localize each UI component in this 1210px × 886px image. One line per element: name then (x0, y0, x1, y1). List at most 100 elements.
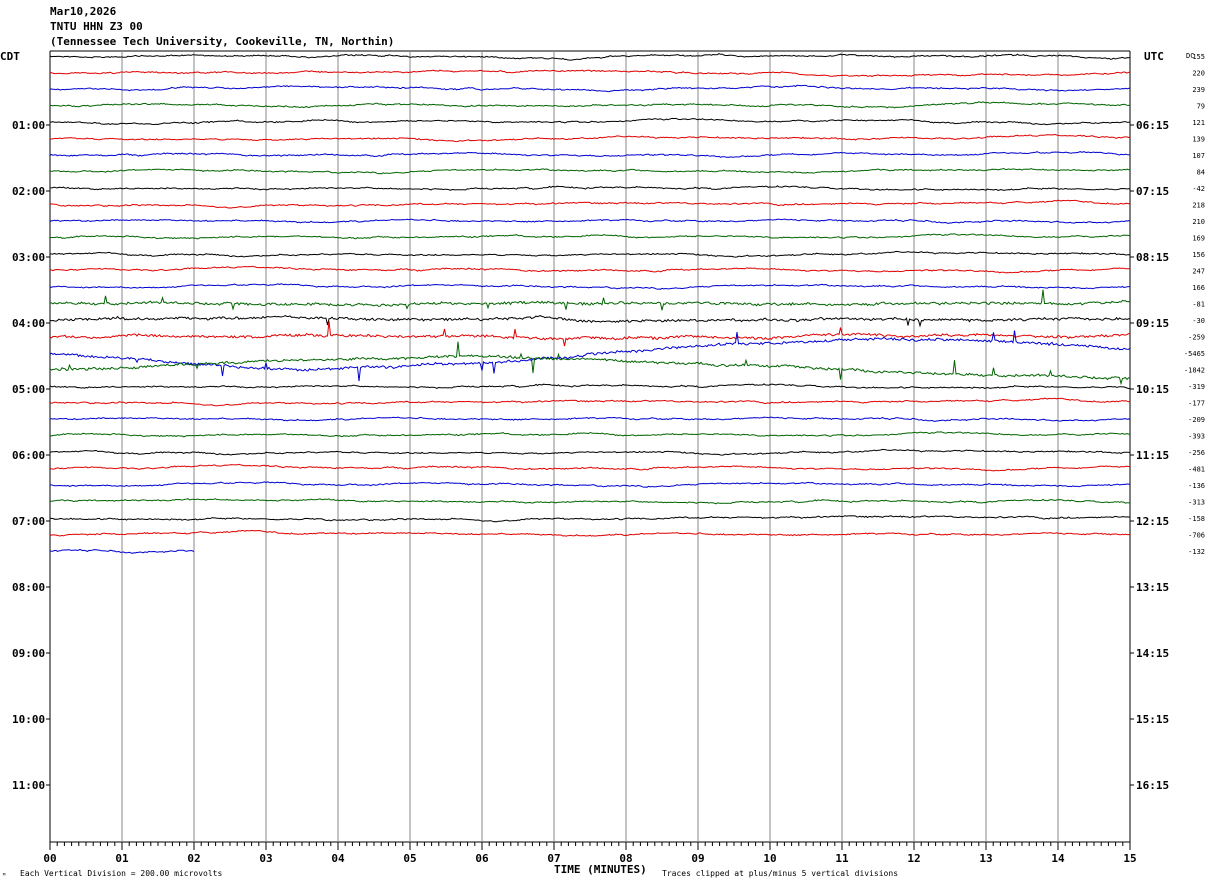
seismic-trace (49, 199, 1131, 209)
seismic-trace (49, 233, 1130, 240)
right-axis-title: UTC (1144, 50, 1164, 63)
dc-offset-label: -30 (1192, 317, 1205, 325)
seismic-trace (49, 515, 1131, 523)
header-date: Mar10,2026 (50, 5, 117, 18)
dc-offset-label: -706 (1188, 532, 1205, 540)
seismic-trace (49, 69, 1131, 78)
seismic-trace (49, 289, 1131, 311)
right-time-label: 13:15 (1136, 581, 1169, 594)
x-tick-label: 09 (691, 852, 704, 865)
right-time-label: 07:15 (1136, 185, 1169, 198)
left-time-label: 07:00 (12, 515, 45, 528)
seismic-trace (49, 101, 1131, 109)
seismic-trace (49, 151, 1131, 158)
right-time-label: 15:15 (1136, 713, 1169, 726)
left-axis-title: CDT (0, 50, 20, 63)
seismic-trace (49, 265, 1131, 274)
seismic-trace (49, 431, 1131, 438)
dc-offset-label: 169 (1192, 235, 1205, 243)
seismic-trace (49, 498, 1131, 505)
left-time-label: 04:00 (12, 317, 45, 330)
dc-offset-label: 239 (1192, 86, 1205, 94)
seismic-trace (49, 341, 1131, 386)
header-location: (Tennessee Tech University, Cookeville, … (50, 35, 395, 48)
x-tick-label: 15 (1123, 852, 1136, 865)
right-time-label: 16:15 (1136, 779, 1169, 792)
seismic-trace (49, 84, 1131, 93)
left-time-label: 06:00 (12, 449, 45, 462)
x-tick-label: 05 (403, 852, 416, 865)
left-time-label: 02:00 (12, 185, 45, 198)
x-tick-label: 03 (259, 852, 272, 865)
seismic-trace (49, 548, 195, 554)
seismic-trace (49, 416, 1131, 422)
dc-offset-label: -42 (1192, 185, 1205, 193)
dc-offset-label: -136 (1188, 482, 1205, 490)
dc-offset-label: 220 (1192, 70, 1205, 78)
x-axis-label: TIME (MINUTES) (554, 863, 647, 876)
dc-offset-label: -319 (1188, 383, 1205, 391)
dc-offset-label: -5465 (1184, 350, 1205, 358)
seismic-trace (49, 117, 1131, 126)
seismic-trace (49, 315, 1131, 328)
corner-mark: ᴹ (2, 872, 6, 880)
scale-note: Each Vertical Division = 200.00 microvol… (20, 869, 222, 878)
seismic-trace (49, 330, 1131, 382)
seismic-trace (49, 321, 1131, 347)
right-time-label: 14:15 (1136, 647, 1169, 660)
dc-offset-label: 121 (1192, 119, 1205, 127)
right-time-label: 12:15 (1136, 515, 1169, 528)
dc-offset-label: -132 (1188, 548, 1205, 556)
x-tick-label: 08 (619, 852, 632, 865)
seismic-trace (50, 481, 1131, 488)
dc-offset-label: -256 (1188, 449, 1205, 457)
grid-lines (46, 50, 1134, 850)
seismic-traces (49, 53, 1131, 554)
dc-offset-label: 210 (1192, 218, 1205, 226)
x-tick-label: 13 (979, 852, 992, 865)
seismic-trace (49, 53, 1131, 61)
clip-note: Traces clipped at plus/minus 5 vertical … (662, 869, 898, 878)
seismic-trace (49, 218, 1131, 224)
right-time-label: 06:15 (1136, 119, 1169, 132)
left-time-label: 03:00 (12, 251, 45, 264)
dc-offset-label: 79 (1197, 103, 1205, 111)
dc-offset-label: -209 (1188, 416, 1205, 424)
right-time-label: 08:15 (1136, 251, 1169, 264)
left-time-label: 09:00 (12, 647, 45, 660)
dc-offset-label: 155 (1192, 53, 1205, 61)
seismic-trace (49, 383, 1131, 390)
x-tick-label: 12 (907, 852, 920, 865)
right-time-label: 10:15 (1136, 383, 1169, 396)
header-station: TNTU HHN Z3 00 (50, 20, 143, 33)
dc-offset-label: 107 (1192, 152, 1205, 160)
dc-offset-label: -481 (1188, 466, 1205, 474)
dc-title: DC (1186, 52, 1194, 60)
seismic-trace (49, 283, 1131, 290)
dc-offset-label: -1842 (1184, 367, 1205, 375)
left-time-label: 01:00 (12, 119, 45, 132)
right-time-label: 09:15 (1136, 317, 1169, 330)
dc-offset-label: 247 (1192, 268, 1205, 276)
x-tick-label: 14 (1051, 852, 1065, 865)
left-time-label: 05:00 (12, 383, 45, 396)
x-tick-label: 10 (763, 852, 776, 865)
seismic-trace (49, 397, 1131, 407)
seismic-trace (49, 185, 1131, 191)
seismic-trace (49, 463, 1131, 472)
x-tick-label: 02 (187, 852, 200, 865)
x-tick-label: 11 (835, 852, 849, 865)
seismic-trace (49, 133, 1131, 143)
dc-offset-label: 218 (1192, 202, 1205, 210)
dc-offset-label: -313 (1188, 499, 1205, 507)
seismic-trace (49, 529, 1131, 537)
dc-offset-label: -158 (1188, 515, 1205, 523)
right-time-label: 11:15 (1136, 449, 1169, 462)
left-time-label: 10:00 (12, 713, 45, 726)
dc-offset-label: -81 (1192, 301, 1205, 309)
seismic-trace (49, 167, 1131, 175)
dc-offset-label: -393 (1188, 433, 1205, 441)
dc-offset-label: 166 (1192, 284, 1205, 292)
dc-offset-label: -177 (1188, 400, 1205, 408)
